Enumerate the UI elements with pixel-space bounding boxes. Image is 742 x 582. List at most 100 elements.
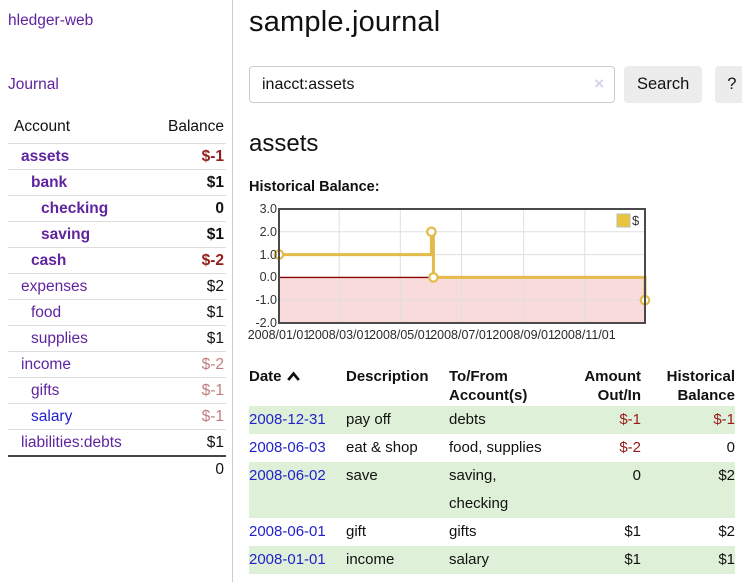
transaction-accounts: gifts [449, 523, 477, 540]
page-title: sample.journal [249, 6, 441, 38]
register-row: 2008-01-01 income salary $1 $1 [249, 546, 735, 574]
account-balance: $-1 [148, 403, 226, 430]
x-axis-tick-label: 2008/03/01 [307, 328, 371, 342]
accounts-total-value: 0 [148, 455, 226, 482]
transaction-description: save [346, 467, 378, 484]
accounts-table: Account Balance assets $-1 bank $1 checking 0… [8, 115, 226, 482]
sidebar-account-bank[interactable]: bank [31, 174, 68, 191]
search-input[interactable] [249, 66, 615, 103]
transaction-accounts: salary [449, 551, 490, 568]
account-balance: $-2 [148, 247, 226, 274]
transaction-amount: $1 [624, 551, 641, 568]
account-balance: $1 [148, 299, 226, 326]
app-title-link[interactable]: hledger-web [8, 12, 94, 29]
register-header-row: Date Description To/From Account(s) Amou… [249, 366, 735, 406]
clear-search-icon[interactable]: × [594, 74, 604, 93]
y-axis-tick-label: -2.0 [255, 316, 277, 330]
sidebar-account-liabilities-debts[interactable]: liabilities:debts [21, 434, 122, 451]
register-row: 2008-06-02 save saving, checking 0 $2 [249, 462, 735, 518]
sidebar-account-assets[interactable]: assets [21, 148, 70, 165]
register-row: 2008-06-03 eat & shop food, supplies $-2 0 [249, 434, 735, 462]
balance-column-header: Balance [167, 118, 224, 135]
transaction-date-link[interactable]: 2008-06-02 [249, 467, 326, 484]
sort-ascending-icon [286, 371, 300, 381]
sidebar-account-supplies[interactable]: supplies [31, 330, 88, 347]
sidebar-account-checking[interactable]: checking [41, 200, 109, 217]
account-heading: assets [249, 130, 319, 157]
account-balance: $1 [148, 429, 226, 456]
main-content: sample.journal × Search ? assets Histori… [233, 0, 742, 582]
transaction-balance: $-1 [713, 411, 735, 428]
y-axis-tick-label: -1.0 [255, 293, 277, 308]
transaction-amount: $-2 [619, 439, 641, 456]
transaction-amount: $-1 [619, 411, 641, 428]
column-header-accounts: To/From Account(s) [449, 368, 528, 404]
account-balance: $1 [148, 325, 226, 352]
account-balance: 0 [148, 195, 226, 222]
sidebar-account-income[interactable]: income [21, 356, 71, 373]
accounts-total-row: 0 [8, 455, 226, 482]
y-axis-tick-label: 2.0 [259, 224, 277, 239]
account-balance: $-1 [148, 377, 226, 404]
chart-title: Historical Balance: [249, 179, 380, 195]
account-row: checking 0 [8, 195, 226, 222]
account-balance: $2 [148, 273, 226, 300]
account-row: liabilities:debts $1 [8, 429, 226, 456]
sidebar-account-saving[interactable]: saving [41, 226, 91, 243]
transaction-date-link[interactable]: 2008-06-03 [249, 439, 326, 456]
account-balance: $-2 [148, 351, 226, 378]
search-bar: × Search ? [249, 66, 742, 103]
sidebar-account-cash[interactable]: cash [31, 252, 67, 269]
transaction-date-link[interactable]: 2008-01-01 [249, 551, 326, 568]
x-axis-tick-label: 2008/01/01 [247, 328, 311, 342]
x-axis-tick-label: 2008/09/01 [492, 328, 555, 342]
transaction-accounts: debts [449, 411, 486, 428]
sidebar-item-journal[interactable]: Journal [8, 76, 59, 93]
column-header-amount: Amount Out/In [584, 368, 641, 404]
sidebar: hledger-web Journal Account Balance asse… [0, 0, 233, 582]
register-row: 2008-12-31 pay off debts $-1 $-1 [249, 406, 735, 434]
transaction-date-link[interactable]: 2008-06-01 [249, 523, 326, 540]
account-row: gifts $-1 [8, 377, 226, 404]
register-row: 2008-06-01 gift gifts $1 $2 [249, 518, 735, 546]
account-row: supplies $1 [8, 325, 226, 352]
chart-plot-area: $ [273, 208, 651, 324]
transaction-balance: $1 [718, 551, 735, 568]
transaction-description: pay off [346, 411, 391, 428]
transaction-balance: $2 [718, 523, 735, 540]
x-axis-tick-label: 2008/07/01 [430, 328, 493, 342]
sidebar-account-gifts[interactable]: gifts [31, 382, 60, 399]
account-row: expenses $2 [8, 273, 226, 300]
x-axis-tick-label: 2008/05/01 [369, 328, 432, 342]
y-axis-tick-label: 0.0 [259, 270, 277, 285]
x-axis-tick-label: 2008/11/01 [554, 328, 616, 342]
transaction-description: eat & shop [346, 439, 418, 456]
accounts-column-header: Account [14, 118, 71, 135]
sidebar-account-expenses[interactable]: expenses [21, 278, 88, 295]
transaction-description: gift [346, 523, 367, 540]
transaction-description: income [346, 551, 395, 568]
help-button[interactable]: ? [715, 66, 742, 103]
transaction-accounts: saving, checking [449, 467, 509, 512]
sidebar-account-food[interactable]: food [31, 304, 62, 321]
historical-balance-chart: $3.0 2.0 1.0 0.0 -1.0 -2.0 2008/01/01 2008/03/0… [247, 202, 651, 344]
column-header-balance: Historical Balance [666, 368, 735, 404]
y-axis-tick-label: 1.0 [259, 247, 277, 262]
account-row: food $1 [8, 299, 226, 326]
search-button[interactable]: Search [624, 66, 703, 103]
transaction-accounts: food, supplies [449, 439, 542, 456]
account-row: income $-2 [8, 351, 226, 378]
column-header-date[interactable]: Date [249, 366, 346, 406]
account-row: bank $1 [8, 169, 226, 196]
sidebar-account-salary[interactable]: salary [31, 408, 73, 425]
account-balance: $1 [148, 221, 226, 248]
column-header-description: Description [346, 368, 429, 385]
register-table: Date Description To/From Account(s) Amou… [249, 366, 735, 574]
transaction-date-link[interactable]: 2008-12-31 [249, 411, 326, 428]
account-balance: $-1 [148, 143, 226, 170]
chart-legend: $ [616, 213, 640, 228]
transaction-amount: $1 [624, 523, 641, 540]
account-row: assets $-1 [8, 143, 226, 170]
account-balance: $1 [148, 169, 226, 196]
y-axis-tick-label: 3.0 [259, 202, 277, 216]
